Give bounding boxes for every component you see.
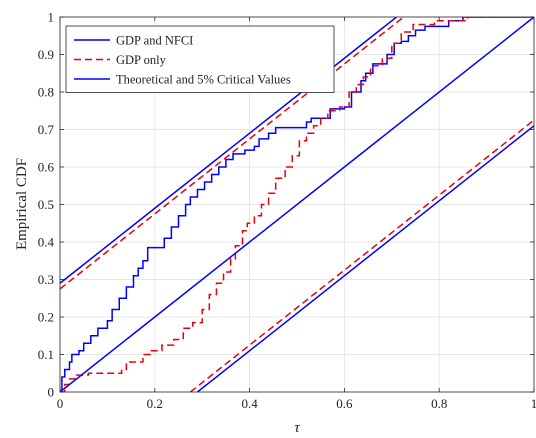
x-tick-label: 0	[57, 396, 64, 411]
series-line-2	[196, 125, 534, 392]
y-tick-label: 0.1	[38, 347, 54, 362]
legend-label: Theoretical and 5% Critical Values	[116, 73, 291, 87]
x-tick-label: 0.2	[147, 396, 163, 411]
y-tick-label: 0.9	[38, 47, 54, 62]
y-tick-label: 0.5	[38, 197, 54, 212]
series-step-0	[60, 17, 534, 392]
series-line-3	[60, 17, 405, 290]
legend-label: GDP and NFCI	[116, 34, 193, 48]
legend: GDP and NFCI GDP only Theoretical and 5% C…	[65, 25, 335, 93]
series-group	[60, 17, 534, 392]
legend-label: GDP only	[116, 53, 167, 67]
series-line-2	[60, 17, 398, 284]
x-tick-label: 1	[531, 396, 536, 411]
series-line-3	[189, 119, 534, 392]
y-tick-label: 0.4	[38, 235, 55, 250]
x-tick-label: 0.8	[431, 396, 447, 411]
y-tick-label: 1	[48, 10, 55, 25]
x-tick-label: 0.4	[241, 396, 258, 411]
y-tick-label: 0.7	[38, 122, 55, 137]
y-tick-label: 0.3	[38, 272, 54, 287]
y-tick-label: 0.2	[38, 310, 54, 325]
ticks: 0 0.2 0.4 0.6 0.8 1 0 0.1 0.2 0.3 0.4 0.5 0.6 0.7 0.8 0…	[38, 10, 536, 412]
legend-box	[65, 25, 335, 93]
series-step-1	[60, 17, 534, 392]
y-axis-label: Empirical CDF	[14, 158, 30, 250]
x-tick-label: 0.6	[336, 396, 353, 411]
y-tick-label: 0.6	[38, 160, 55, 175]
series-line-2	[60, 17, 534, 392]
y-tick-label: 0	[48, 385, 55, 400]
y-tick-label: 0.8	[38, 85, 54, 100]
x-axis-label: τ	[294, 420, 300, 436]
